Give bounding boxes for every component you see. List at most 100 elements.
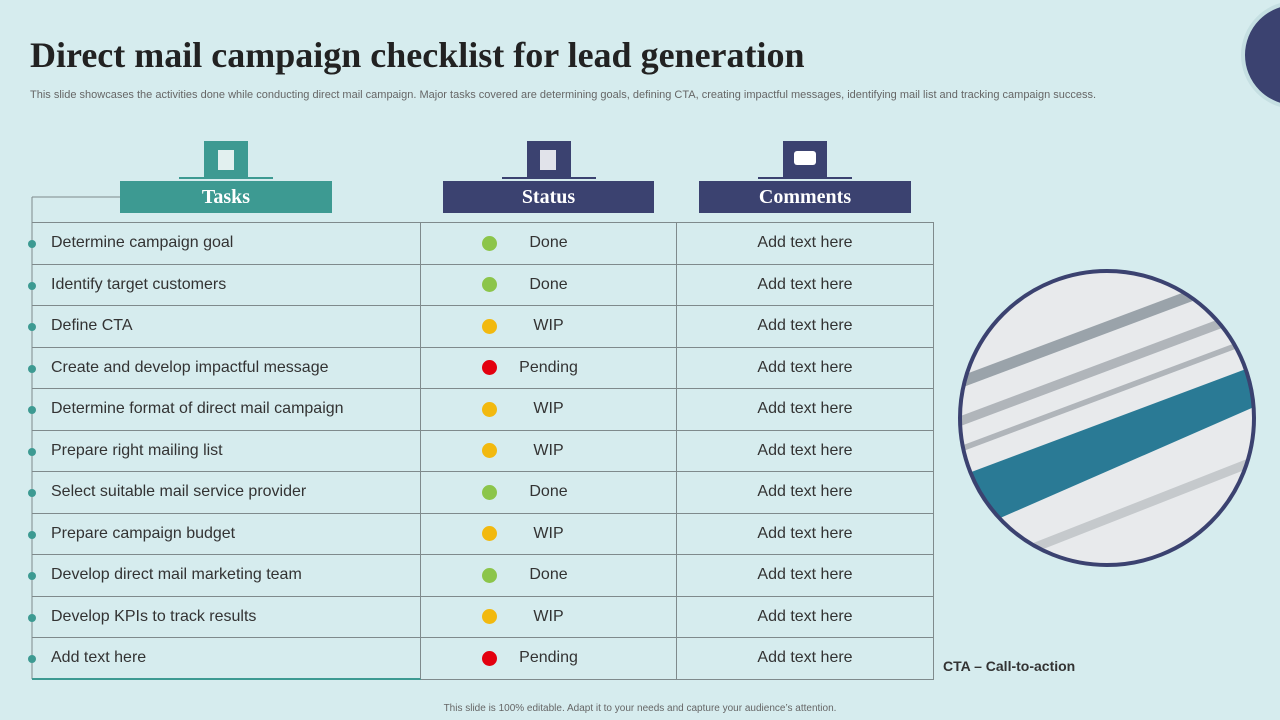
status-dot — [482, 609, 497, 625]
status-cell: WIP — [421, 513, 677, 555]
status-text: WIP — [533, 524, 564, 542]
status-text: Done — [529, 275, 568, 293]
status-cell: Done — [421, 472, 677, 514]
comment-text: Add text here — [757, 607, 853, 625]
status-cell: Pending — [421, 638, 677, 680]
status-cell: Done — [421, 223, 677, 265]
table-row: Create and develop impactful message Pend… — [28, 347, 933, 389]
footer: This slide is 100% editable. Adapt it to… — [443, 703, 837, 714]
task-text: Create and develop impactful message — [51, 358, 329, 376]
icon-glyph — [794, 151, 816, 165]
column-header: Comments — [699, 181, 911, 213]
status-cell: WIP — [421, 306, 677, 348]
comment-text: Add text here — [757, 441, 853, 459]
status-dot — [482, 484, 497, 500]
row-dot — [28, 530, 36, 539]
comment-text: Add text here — [757, 234, 853, 252]
table-row: Develop KPIs to track results WIP Add text… — [28, 596, 933, 638]
row-dot — [28, 323, 36, 331]
photo-frame — [958, 269, 1256, 567]
status-text: WIP — [533, 400, 564, 418]
subtitle: This slide showcases the activities done… — [30, 89, 1097, 101]
table-row: Add text here Pending Add text here — [28, 638, 933, 680]
status-text: WIP — [533, 317, 564, 335]
status-dot — [482, 235, 497, 251]
row-dot — [28, 240, 36, 248]
task-text: Determine campaign goal — [51, 234, 234, 252]
icon-glyph — [540, 150, 556, 170]
comment-cell: Add text here — [677, 555, 933, 597]
comment-cell: Add text here — [677, 306, 933, 348]
task-text: Add text here — [51, 648, 147, 666]
comment-text: Add text here — [757, 275, 853, 293]
comment-text: Add text here — [757, 566, 853, 584]
comment-text: Add text here — [757, 400, 853, 418]
status-dot — [482, 360, 497, 376]
task-cell: Determine format of direct mail campaign — [32, 389, 421, 431]
comment-text: Add text here — [757, 649, 853, 667]
status-dot — [482, 443, 497, 459]
status-text: Pending — [519, 649, 578, 667]
task-cell: Determine campaign goal — [32, 223, 421, 265]
task-text: Prepare right mailing list — [51, 441, 223, 459]
table-row: Determine campaign goal Done Add text here — [28, 223, 933, 265]
comment-cell: Add text here — [677, 597, 933, 638]
column-header: Status — [443, 181, 654, 213]
comment-text: Add text here — [757, 524, 853, 542]
status-text: Done — [529, 234, 568, 252]
icon-glyph — [218, 150, 234, 170]
status-text: Pending — [519, 358, 578, 376]
comment-cell: Add text here — [677, 431, 933, 472]
task-cell: Select suitable mail service provider — [32, 472, 421, 514]
table-row: Select suitable mail service provider Don… — [28, 472, 933, 514]
status-dot — [482, 318, 497, 334]
task-cell: Prepare right mailing list — [32, 430, 421, 472]
task-text: Develop direct mail marketing team — [51, 566, 302, 584]
status-text: Done — [529, 483, 568, 501]
status-cell: Pending — [421, 347, 677, 389]
status-text: WIP — [533, 441, 564, 459]
table-row: Identify target customers Done Add text he… — [28, 264, 933, 306]
task-cell: Define CTA — [32, 306, 421, 348]
table-row: Prepare campaign budget WIP Add text here — [28, 513, 933, 555]
task-text: Select suitable mail service provider — [51, 483, 307, 501]
note: CTA – Call-to-action — [943, 658, 1076, 674]
comment-cell: Add text here — [677, 348, 933, 389]
task-cell: Create and develop impactful message — [32, 347, 421, 389]
table: Determine campaign goal Done Add text here… — [28, 222, 934, 680]
task-text: Identify target customers — [51, 275, 227, 293]
status-cell: WIP — [421, 596, 677, 638]
task-text: Develop KPIs to track results — [51, 607, 257, 625]
comment-cell: Add text here — [677, 638, 933, 680]
task-text: Prepare campaign budget — [51, 524, 236, 542]
row-dot — [28, 406, 36, 414]
status-dot — [482, 277, 497, 293]
status-dot — [482, 401, 497, 417]
status-cell: WIP — [421, 430, 677, 472]
task-cell: Identify target customers — [32, 264, 421, 306]
comment-text: Add text here — [757, 483, 853, 501]
status-cell: Done — [421, 555, 677, 597]
corner-circle — [1241, 3, 1280, 107]
table-row: Develop direct mail marketing team Done Ad… — [28, 555, 933, 597]
task-cell: Add text here — [32, 638, 421, 680]
comment-cell: Add text here — [677, 223, 933, 265]
comment-cell: Add text here — [677, 514, 933, 555]
status-dot — [482, 650, 497, 666]
table-row: Define CTA WIP Add text here — [28, 306, 933, 348]
status-text: Done — [529, 566, 568, 584]
row-dot — [28, 655, 36, 663]
status-dot — [482, 526, 497, 542]
status-text: WIP — [533, 607, 564, 625]
row-dot — [28, 572, 36, 580]
comment-text: Add text here — [757, 358, 853, 376]
table-row: Determine format of direct mail campaign… — [28, 389, 933, 431]
task-cell: Prepare campaign budget — [32, 513, 421, 555]
comment-cell: Add text here — [677, 389, 933, 431]
row-dot — [28, 447, 36, 456]
column-header: Tasks — [120, 181, 332, 213]
task-text: Determine format of direct mail campaign — [51, 400, 344, 418]
task-text: Define CTA — [51, 317, 133, 335]
